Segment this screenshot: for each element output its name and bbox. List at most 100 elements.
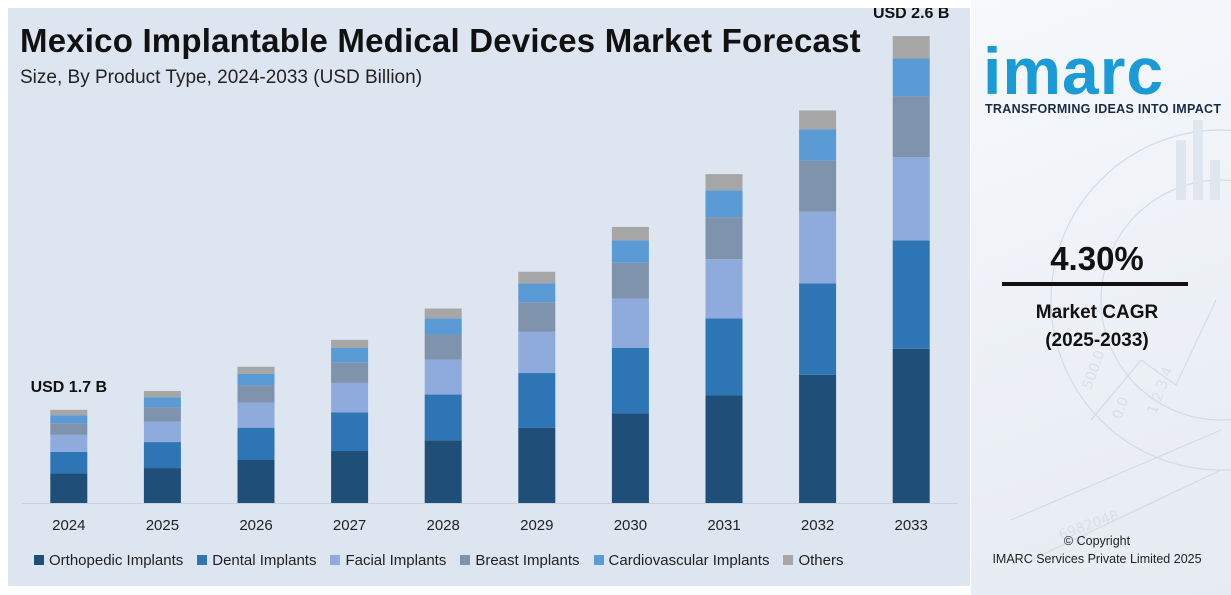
legend-item: Breast Implants: [460, 552, 580, 569]
bar-segment: [50, 415, 88, 424]
bar-segment: [237, 402, 275, 428]
bar-segment: [237, 373, 275, 386]
bar-segment: [892, 96, 930, 158]
chart-title: Mexico Implantable Medical Devices Marke…: [20, 22, 861, 59]
bar-segment: [237, 427, 275, 460]
bar-segment: [705, 318, 743, 396]
bar-segment: [518, 302, 556, 332]
bar-segment: [424, 318, 462, 335]
bar-segment: [705, 174, 743, 191]
bar-segment: [143, 407, 181, 422]
legend-swatch: [330, 555, 341, 565]
legend-label: Others: [798, 551, 844, 569]
cagr-divider: [1002, 282, 1188, 286]
bar-segment: [799, 374, 837, 503]
bar-total-annotation: USD 1.7 B: [31, 379, 107, 396]
legend-label: Dental Implants: [212, 551, 317, 569]
bar-segment: [705, 217, 743, 260]
bar-segment: [799, 110, 837, 130]
legend-item: Others: [783, 552, 843, 569]
bar-segment: [331, 451, 369, 503]
x-tick-label: 2031: [707, 517, 740, 534]
copyright-notice: © Copyright: [1063, 534, 1131, 548]
background-decoration: 0.0 1 2 3 4 500.0 6982048: [1010, 120, 1231, 561]
bar-segment: [705, 190, 743, 218]
stacked-bar-chart: 2024 2025 2026 2027 2028 2029 2030 2031 2032 2033…: [22, 8, 958, 534]
bar-segment: [424, 334, 462, 360]
imarc-logo: imarc: [983, 34, 1165, 108]
legend-item: Cardiovascular Implants: [593, 551, 770, 569]
bar-segment: [143, 421, 181, 443]
chart-subtitle: Size, By Product Type, 2024-2033 (USD Bi…: [20, 67, 423, 88]
legend-item: Orthopedic Implants: [34, 552, 183, 569]
bar-segment: [518, 331, 556, 374]
bar-segment: [143, 442, 181, 469]
svg-text:1 2 3 4: 1 2 3 4: [1145, 365, 1177, 417]
bar-segment: [424, 440, 462, 503]
legend-swatch: [783, 555, 794, 565]
bar-segment: [143, 468, 181, 503]
bar-segment: [892, 348, 930, 503]
bar-segment: [611, 240, 649, 263]
bar-segment: [50, 451, 88, 474]
chart-legend: Orthopedic Implants Dental Implants Facial…: [34, 549, 843, 571]
bar-segment: [611, 413, 649, 503]
x-tick-label: 2027: [333, 517, 366, 534]
bar-segment: [424, 308, 462, 319]
bar-segment: [518, 427, 556, 503]
x-tick-label: 2032: [801, 517, 834, 534]
bar-segment: [424, 359, 462, 395]
bar-segment: [799, 283, 837, 375]
bar-segment: [799, 211, 837, 284]
bar-segment: [331, 362, 369, 383]
legend-item: Facial Implants: [330, 552, 446, 569]
bar-segment: [237, 366, 275, 374]
bar-segment: [611, 347, 649, 414]
bar-segment: [705, 395, 743, 503]
bar-segment: [424, 394, 462, 441]
bar-segment: [892, 58, 930, 97]
bar-segment: [892, 36, 930, 59]
svg-text:500.0: 500.0: [1080, 348, 1109, 391]
x-tick-label: 2024: [52, 517, 85, 534]
bar-segment: [237, 385, 275, 403]
company-name: IMARC Services Private Limited 2025: [992, 552, 1202, 566]
x-tick-label: 2026: [239, 517, 272, 534]
bar-segment: [50, 434, 88, 452]
bar-segment: [50, 473, 88, 503]
legend-swatch: [34, 555, 44, 565]
legend-swatch: [460, 555, 471, 565]
bar-segment: [331, 412, 369, 452]
bar-segment: [331, 382, 369, 413]
bar-segment: [892, 240, 930, 349]
legend-label: Orthopedic Implants: [49, 551, 184, 569]
legend-label: Cardiovascular Implants: [608, 551, 770, 569]
brand-tagline: TRANSFORMING IDEAS INTO IMPACT: [985, 102, 1222, 116]
bar-segment: [705, 259, 743, 319]
legend-item: Dental Implants: [197, 552, 316, 569]
bar-segment: [143, 397, 181, 408]
bar-segment: [331, 339, 369, 348]
bar-segment: [799, 160, 837, 212]
bar-segment: [611, 298, 649, 348]
cagr-value: 4.30%: [1050, 240, 1144, 277]
bar-segment: [143, 390, 181, 398]
bar-segment: [611, 262, 649, 299]
x-tick-label: 2033: [895, 517, 928, 534]
cagr-period: (2025-2033): [1045, 330, 1149, 351]
bar-segment: [237, 459, 275, 503]
side-panel: 0.0 1 2 3 4 500.0 6982048 imarc TRANSFOR…: [971, 0, 1231, 595]
bar-total-annotation: USD 2.6 B: [873, 8, 949, 22]
x-tick-label: 2028: [427, 517, 460, 534]
bar-segment: [892, 157, 930, 241]
bar-segment: [331, 347, 369, 363]
legend-swatch: [197, 555, 208, 565]
cagr-label: Market CAGR: [1035, 302, 1159, 323]
legend-label: Facial Implants: [345, 551, 447, 569]
bar-segment: [50, 423, 88, 435]
chart-panel: Mexico Implantable Medical Devices Marke…: [8, 8, 970, 586]
svg-text:0.0: 0.0: [1110, 395, 1133, 421]
bar-segment: [518, 283, 556, 303]
x-tick-label: 2025: [146, 517, 179, 534]
bar-segment: [50, 409, 88, 416]
